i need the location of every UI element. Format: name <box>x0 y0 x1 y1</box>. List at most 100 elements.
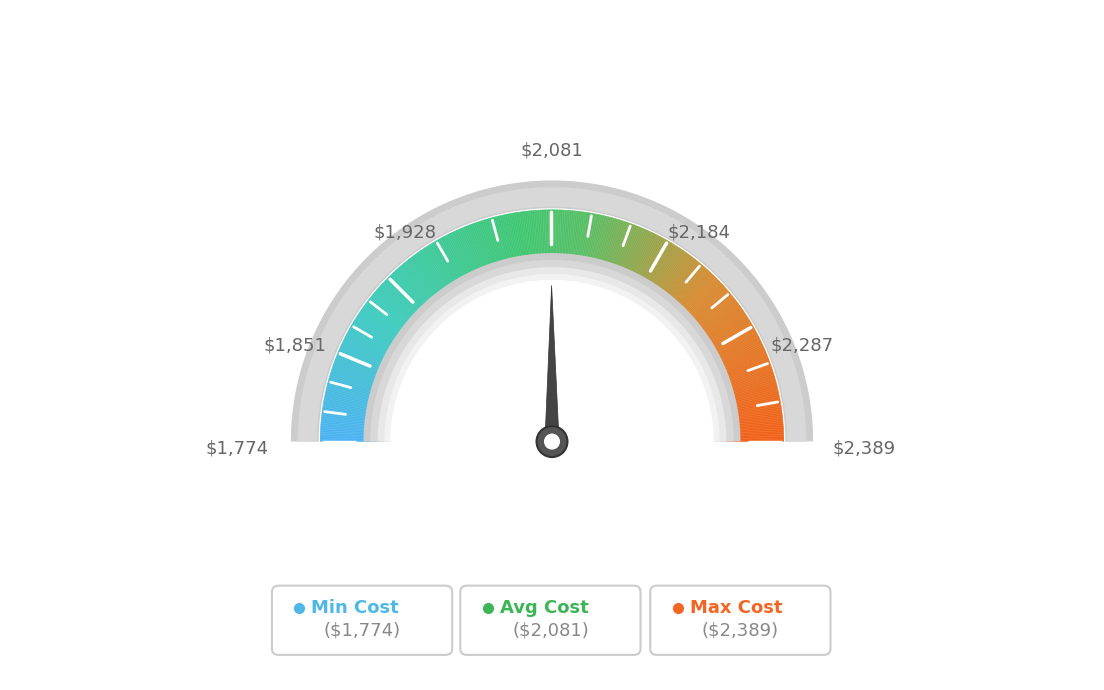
Polygon shape <box>346 335 410 368</box>
Polygon shape <box>614 228 643 293</box>
Polygon shape <box>647 254 690 312</box>
Polygon shape <box>352 322 414 359</box>
Polygon shape <box>532 210 540 282</box>
Polygon shape <box>681 302 739 346</box>
Polygon shape <box>710 400 781 414</box>
Polygon shape <box>510 213 524 283</box>
Polygon shape <box>578 213 592 283</box>
Polygon shape <box>391 281 713 445</box>
Polygon shape <box>360 310 420 351</box>
Polygon shape <box>382 283 435 333</box>
Polygon shape <box>622 233 654 297</box>
Polygon shape <box>336 356 402 384</box>
Polygon shape <box>705 373 774 395</box>
Polygon shape <box>681 304 740 347</box>
Polygon shape <box>576 213 588 283</box>
Polygon shape <box>369 298 425 343</box>
Polygon shape <box>599 220 622 288</box>
Polygon shape <box>678 297 734 342</box>
Polygon shape <box>664 275 714 327</box>
Polygon shape <box>538 210 543 281</box>
Polygon shape <box>711 402 781 415</box>
Text: Min Cost: Min Cost <box>311 599 400 617</box>
Polygon shape <box>561 210 566 281</box>
Polygon shape <box>320 436 391 439</box>
Polygon shape <box>373 293 428 339</box>
Polygon shape <box>436 240 473 302</box>
Polygon shape <box>558 210 561 281</box>
Polygon shape <box>654 262 700 317</box>
Polygon shape <box>487 219 508 287</box>
Polygon shape <box>359 311 418 352</box>
Polygon shape <box>323 400 394 414</box>
Polygon shape <box>638 246 678 306</box>
Polygon shape <box>327 384 396 403</box>
Polygon shape <box>580 213 594 283</box>
Polygon shape <box>325 396 394 411</box>
Polygon shape <box>670 284 723 333</box>
Polygon shape <box>692 327 754 363</box>
Text: $1,774: $1,774 <box>205 439 268 457</box>
Polygon shape <box>322 411 392 422</box>
Polygon shape <box>704 368 773 392</box>
Polygon shape <box>555 210 560 281</box>
Polygon shape <box>650 259 696 315</box>
Polygon shape <box>698 344 763 375</box>
Polygon shape <box>560 210 565 281</box>
Polygon shape <box>676 293 731 339</box>
Polygon shape <box>524 211 534 282</box>
Polygon shape <box>691 325 753 362</box>
Polygon shape <box>389 277 439 328</box>
Polygon shape <box>404 262 450 317</box>
Polygon shape <box>573 212 585 282</box>
Polygon shape <box>320 433 391 437</box>
Polygon shape <box>629 239 666 301</box>
Polygon shape <box>442 237 477 300</box>
Polygon shape <box>440 237 476 301</box>
Polygon shape <box>364 304 423 347</box>
Text: ($2,389): ($2,389) <box>702 622 779 640</box>
Polygon shape <box>682 306 741 348</box>
Polygon shape <box>605 223 630 290</box>
Polygon shape <box>702 359 769 386</box>
Polygon shape <box>394 270 444 324</box>
Polygon shape <box>460 228 489 294</box>
Polygon shape <box>623 233 656 297</box>
Polygon shape <box>687 315 746 354</box>
Polygon shape <box>686 313 745 353</box>
Polygon shape <box>348 330 411 365</box>
Polygon shape <box>671 286 724 334</box>
Polygon shape <box>474 223 499 290</box>
Text: Max Cost: Max Cost <box>690 599 783 617</box>
Polygon shape <box>677 295 733 341</box>
Polygon shape <box>445 235 479 299</box>
Polygon shape <box>399 266 446 321</box>
Polygon shape <box>617 230 647 295</box>
Polygon shape <box>583 214 599 284</box>
Polygon shape <box>383 282 435 331</box>
Polygon shape <box>427 245 467 306</box>
Polygon shape <box>602 221 625 289</box>
Polygon shape <box>529 211 537 282</box>
Polygon shape <box>368 299 425 344</box>
Polygon shape <box>564 210 572 282</box>
Polygon shape <box>444 236 478 299</box>
Polygon shape <box>705 370 773 393</box>
Polygon shape <box>615 228 644 294</box>
Polygon shape <box>471 224 498 290</box>
Polygon shape <box>662 273 712 325</box>
Polygon shape <box>464 227 491 293</box>
Polygon shape <box>687 316 747 355</box>
Polygon shape <box>492 217 512 286</box>
Polygon shape <box>339 350 404 379</box>
Polygon shape <box>426 246 466 306</box>
Polygon shape <box>418 251 460 310</box>
Polygon shape <box>362 307 421 349</box>
Polygon shape <box>359 313 418 353</box>
Polygon shape <box>322 405 393 417</box>
Polygon shape <box>543 210 546 281</box>
Polygon shape <box>597 219 618 287</box>
Polygon shape <box>320 427 391 433</box>
Polygon shape <box>689 319 750 357</box>
Polygon shape <box>593 217 613 286</box>
